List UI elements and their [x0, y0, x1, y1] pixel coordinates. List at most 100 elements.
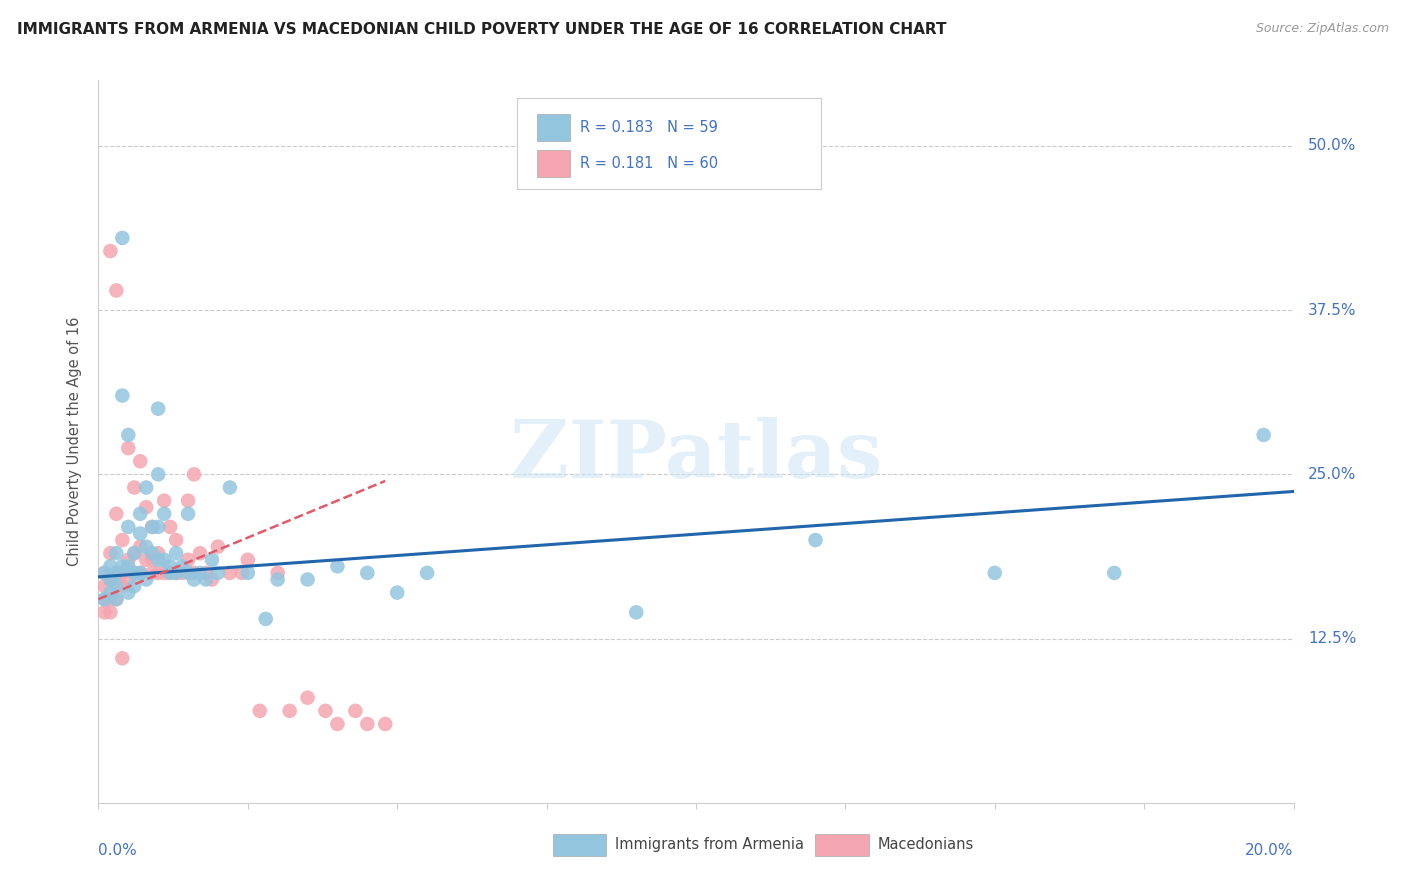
Text: IMMIGRANTS FROM ARMENIA VS MACEDONIAN CHILD POVERTY UNDER THE AGE OF 16 CORRELAT: IMMIGRANTS FROM ARMENIA VS MACEDONIAN CH… — [17, 22, 946, 37]
Point — [93, 566, 115, 580]
Point — [111, 566, 134, 580]
Point — [135, 500, 157, 515]
Point — [141, 520, 163, 534]
Text: 12.5%: 12.5% — [1308, 632, 1357, 646]
Point — [385, 585, 409, 599]
Point — [356, 717, 378, 731]
Point — [165, 566, 187, 580]
Point — [326, 717, 349, 731]
Text: Source: ZipAtlas.com: Source: ZipAtlas.com — [1256, 22, 1389, 36]
Point — [249, 704, 271, 718]
Text: R = 0.181   N = 60: R = 0.181 N = 60 — [581, 156, 718, 171]
Point — [129, 454, 152, 468]
Point — [93, 566, 115, 580]
Point — [93, 605, 115, 619]
Point — [135, 553, 157, 567]
Point — [236, 553, 259, 567]
Point — [159, 559, 181, 574]
Point — [105, 566, 128, 580]
Point — [148, 467, 170, 482]
FancyBboxPatch shape — [553, 834, 606, 855]
Point — [111, 388, 134, 402]
Point — [98, 546, 122, 560]
Y-axis label: Child Poverty Under the Age of 16: Child Poverty Under the Age of 16 — [67, 317, 83, 566]
Point — [153, 507, 176, 521]
Point — [804, 533, 827, 547]
Point — [141, 553, 163, 567]
Point — [124, 566, 146, 580]
Point — [111, 533, 134, 547]
Text: 25.0%: 25.0% — [1308, 467, 1357, 482]
Text: 20.0%: 20.0% — [1246, 843, 1294, 857]
Point — [135, 573, 157, 587]
Point — [219, 566, 242, 580]
Point — [105, 566, 128, 580]
Text: R = 0.183   N = 59: R = 0.183 N = 59 — [581, 120, 718, 135]
Point — [117, 428, 139, 442]
Text: Macedonians: Macedonians — [877, 838, 974, 852]
Point — [148, 553, 170, 567]
Point — [626, 605, 648, 619]
FancyBboxPatch shape — [517, 98, 821, 189]
Point — [183, 566, 205, 580]
Point — [207, 566, 229, 580]
Point — [159, 520, 181, 534]
Point — [135, 481, 157, 495]
Point — [105, 592, 128, 607]
Point — [153, 553, 176, 567]
Point — [117, 520, 139, 534]
Point — [148, 566, 170, 580]
Point — [135, 540, 157, 554]
Text: Immigrants from Armenia: Immigrants from Armenia — [614, 838, 804, 852]
Point — [177, 553, 200, 567]
Point — [219, 481, 242, 495]
Point — [111, 651, 134, 665]
FancyBboxPatch shape — [815, 834, 869, 855]
Point — [374, 717, 396, 731]
Point — [201, 573, 224, 587]
Point — [111, 579, 134, 593]
Point — [124, 566, 146, 580]
Point — [111, 231, 134, 245]
Point — [98, 244, 122, 258]
Point — [148, 401, 170, 416]
Point — [129, 540, 152, 554]
Text: 50.0%: 50.0% — [1308, 138, 1357, 153]
Point — [195, 566, 218, 580]
Point — [183, 573, 205, 587]
Point — [105, 592, 128, 607]
Point — [105, 579, 128, 593]
Point — [117, 553, 139, 567]
FancyBboxPatch shape — [537, 150, 571, 178]
Point — [117, 573, 139, 587]
Point — [117, 585, 139, 599]
Point — [141, 566, 163, 580]
Point — [195, 573, 218, 587]
Point — [117, 559, 139, 574]
Point — [98, 573, 122, 587]
Point — [148, 520, 170, 534]
Point — [124, 481, 146, 495]
Point — [183, 467, 205, 482]
Point — [124, 546, 146, 560]
Point — [124, 546, 146, 560]
Point — [172, 566, 194, 580]
Point — [148, 546, 170, 560]
Point — [297, 573, 319, 587]
Point — [172, 559, 194, 574]
Point — [177, 566, 200, 580]
Point — [326, 559, 349, 574]
Point — [267, 573, 290, 587]
Point — [105, 284, 128, 298]
Text: 37.5%: 37.5% — [1308, 302, 1357, 318]
Point — [356, 566, 378, 580]
Point — [188, 546, 211, 560]
Point — [177, 507, 200, 521]
Text: ZIPatlas: ZIPatlas — [510, 417, 882, 495]
Point — [93, 592, 115, 607]
Point — [98, 573, 122, 587]
Point — [98, 592, 122, 607]
Point — [1253, 428, 1275, 442]
Text: 0.0%: 0.0% — [98, 843, 138, 857]
Point — [98, 605, 122, 619]
